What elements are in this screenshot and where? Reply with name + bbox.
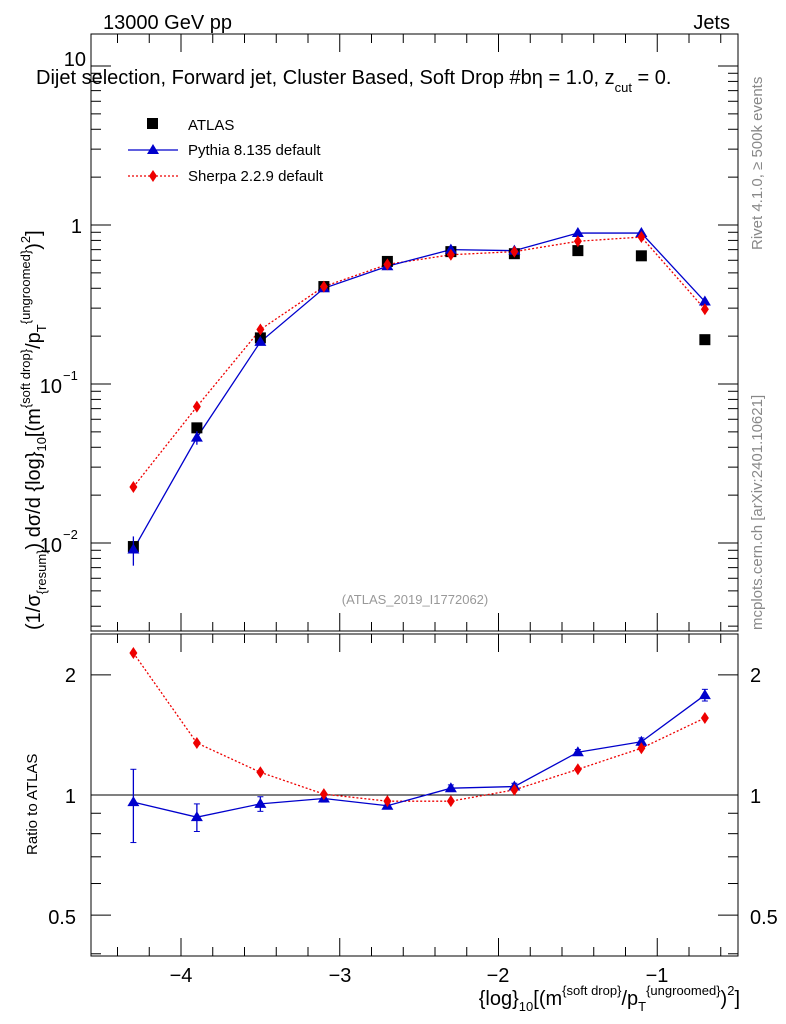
mcplots-label: mcplots.cern.ch [arXiv:2401.10621] (749, 395, 766, 630)
main-ytick-0.1-exp: −1 (63, 368, 78, 383)
pythia-point (698, 295, 711, 306)
atlas-point (699, 334, 711, 346)
sherpa-ratio-point (446, 795, 455, 808)
legend-atlas-label: ATLAS (188, 117, 234, 134)
ratio-ytick-2-left: 2 (65, 665, 76, 687)
subtitle-tail: = 0. (632, 67, 671, 89)
analysis-tag: (ATLAS_2019_I1772062) (342, 592, 488, 607)
xtick-minus1: −1 (646, 965, 669, 987)
x-axis-label: {log}10[(m{soft drop}/pT{ungroomed})2] (479, 983, 740, 1014)
main-ytick-0.01: 10 (40, 535, 62, 557)
sherpa-point (192, 400, 201, 413)
sherpa-point (256, 323, 265, 336)
pythia-ratio-point (254, 797, 267, 808)
sherpa-point (573, 235, 582, 248)
sherpa-point (446, 248, 455, 261)
sherpa-point (637, 231, 646, 244)
sherpa-line (132, 236, 706, 488)
sherpa-ratio-point (256, 766, 265, 779)
ratio-ytick-1-left: 1 (65, 786, 76, 808)
main-data-layer (127, 227, 711, 566)
sherpa-point (319, 280, 328, 293)
legend-atlas-marker (147, 118, 158, 129)
main-y-axis-label: (1/σ{resum}) dσ/d {log}10[(m{soft drop}/… (18, 230, 49, 630)
chart-subtitle: Dijet selection, Forward jet, Cluster Ba… (36, 67, 671, 95)
sherpa-ratio-point (129, 646, 138, 659)
sherpa-ratio-point (637, 742, 646, 755)
ratio-ytick-2-right: 2 (750, 665, 761, 687)
legend-pythia-marker (147, 144, 159, 154)
sherpa-ratio-point (319, 788, 328, 801)
ratio-ytick-0.5-left: 0.5 (48, 907, 76, 929)
main-ytick-10: 10 (64, 49, 86, 71)
atlas-point (635, 250, 647, 262)
main-ytick-0.1: 10 (40, 376, 62, 398)
energy-label: 13000 GeV pp (103, 12, 232, 34)
subtitle-main: Dijet selection, Forward jet, Cluster Ba… (36, 67, 532, 89)
ratio-y-axis-label: Ratio to ATLAS (24, 754, 41, 855)
pythia-point (254, 335, 267, 346)
pythia-ratio-point (635, 735, 648, 746)
pythia-point (444, 243, 457, 254)
ratio-data-layer (127, 646, 711, 844)
pythia-ratio-point (698, 689, 711, 700)
pythia-ratio-line (133, 694, 706, 818)
sherpa-ratio-line (132, 652, 706, 802)
sherpa-point (383, 258, 392, 271)
pythia-ratio-point (444, 782, 457, 793)
ratio-ytick-1-right: 1 (750, 786, 761, 808)
ratio-axis-ticks (91, 634, 738, 956)
ratio-ytick-0.5-right: 0.5 (750, 907, 778, 929)
atlas-point (572, 245, 584, 257)
xtick-minus2: −2 (487, 965, 510, 987)
pythia-point (190, 431, 203, 442)
sherpa-ratio-point (700, 711, 709, 724)
legend-sherpa-label: Sherpa 2.2.9 default (188, 168, 324, 185)
pythia-line (132, 232, 706, 550)
legend-sherpa-marker (149, 170, 157, 182)
sherpa-ratio-point (192, 736, 201, 749)
subtitle-cut-subscript: cut (615, 80, 633, 95)
jets-label: Jets (693, 12, 730, 34)
legend: ATLAS Pythia 8.135 default Sherpa 2.2.9 … (128, 117, 324, 185)
rivet-label: Rivet 4.1.0, ≥ 500k events (749, 77, 766, 250)
pythia-point (127, 543, 140, 554)
xtick-minus4: −4 (170, 965, 193, 987)
main-plot-frame (90, 33, 739, 632)
sherpa-point (510, 245, 519, 258)
pythia-point (571, 227, 584, 238)
legend-pythia-label: Pythia 8.135 default (188, 142, 321, 159)
main-ytick-1: 1 (71, 216, 82, 238)
sherpa-ratio-point (573, 763, 582, 776)
main-axis-ticks (91, 34, 738, 631)
sherpa-ratio-point (510, 783, 519, 796)
pythia-ratio-point (127, 796, 140, 807)
sherpa-point (700, 303, 709, 316)
sherpa-ratio-point (383, 795, 392, 808)
subtitle-eta: η = 1.0, z (532, 67, 615, 89)
pythia-ratio-point (571, 746, 584, 757)
sherpa-point (129, 481, 138, 494)
main-ytick-0.01-exp: −2 (63, 527, 78, 542)
atlas-point (191, 422, 203, 434)
pythia-ratio-point (190, 811, 203, 822)
xtick-minus3: −3 (329, 965, 352, 987)
